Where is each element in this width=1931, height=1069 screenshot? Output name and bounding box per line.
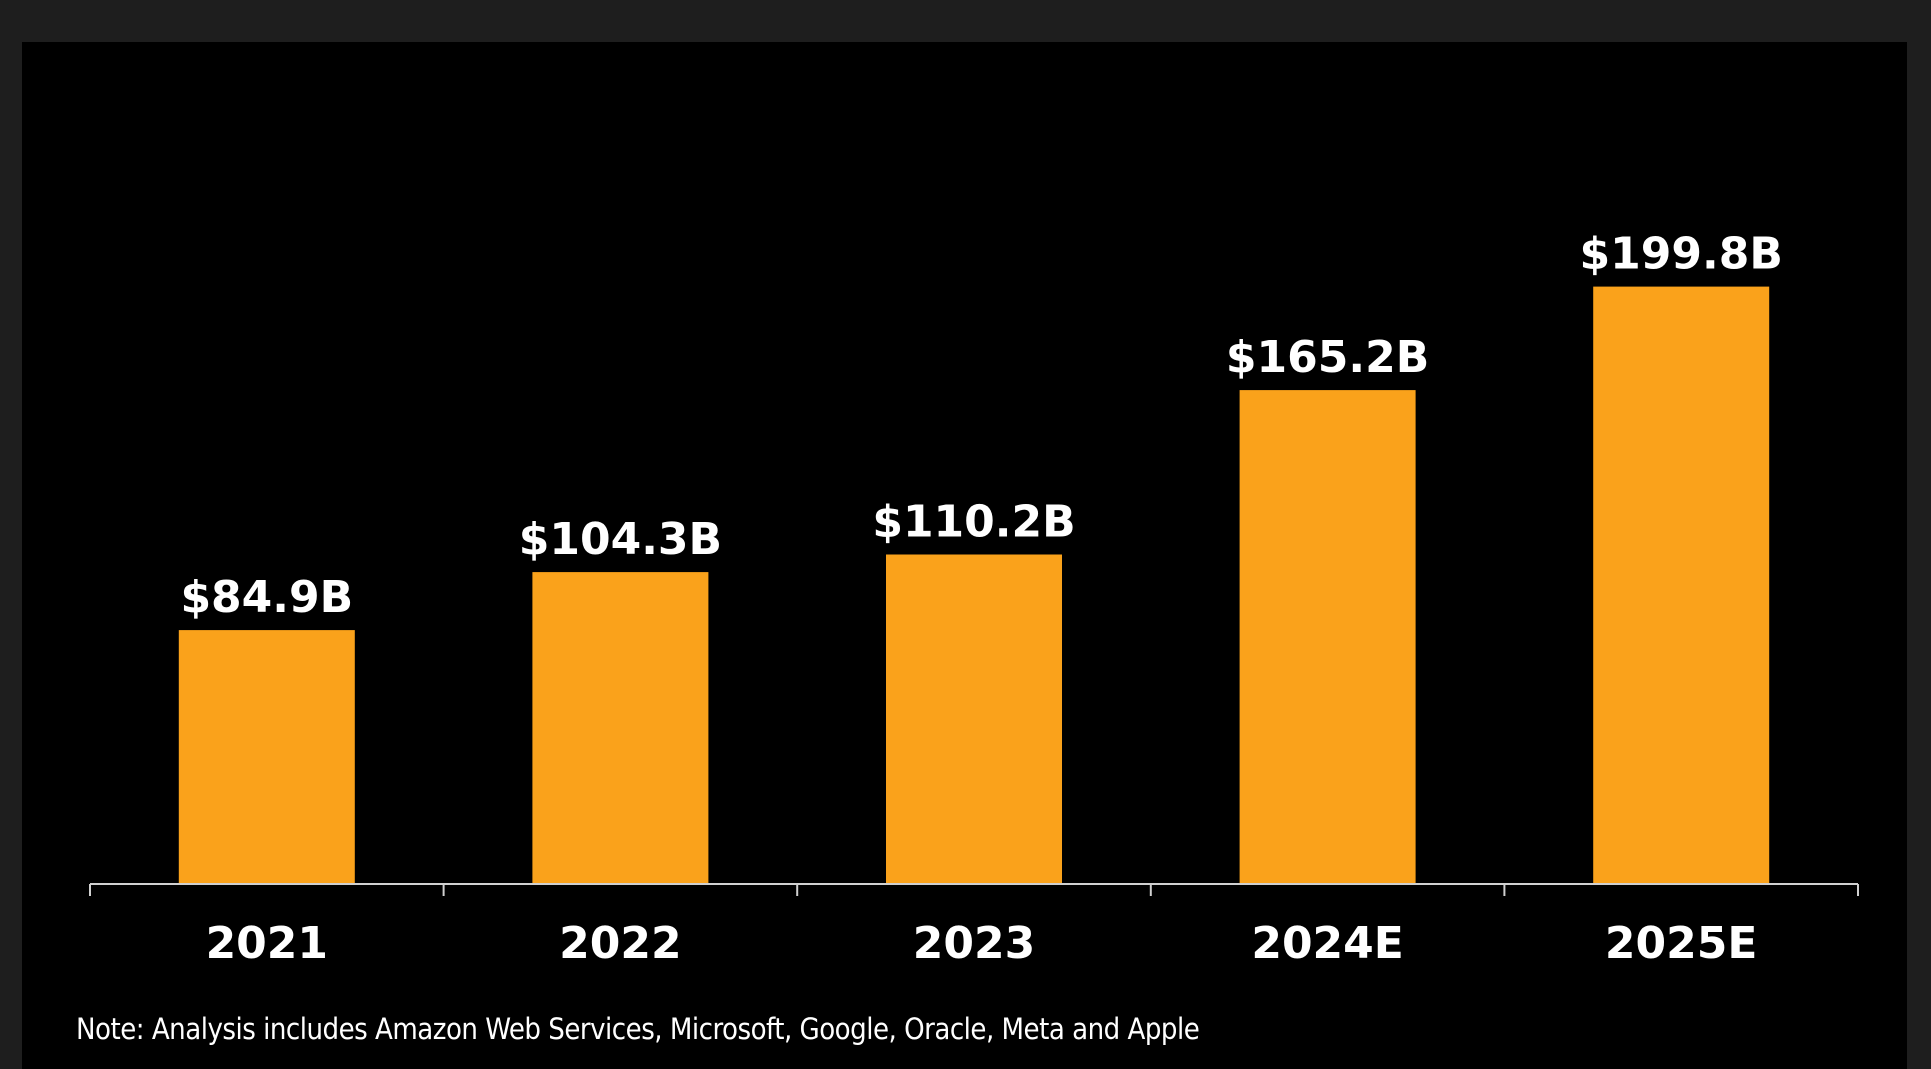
category-labels-group: 2021 2022 2023 2024E 2025E (206, 918, 1758, 969)
bar-2023 (886, 554, 1062, 884)
value-label-2025E: $199.8B (1580, 229, 1783, 280)
value-label-2023: $110.2B (872, 497, 1075, 548)
bar-2025E (1593, 286, 1770, 885)
category-label-2021: 2021 (206, 918, 328, 969)
category-label-2023: 2023 (913, 918, 1035, 969)
bar-2024E (1239, 390, 1416, 884)
value-labels-group: $84.9B $104.3B $110.2B $165.2B $199.8B (180, 229, 1782, 623)
bars-group (178, 286, 1770, 885)
value-label-2022: $104.3B (519, 514, 722, 565)
value-label-2021: $84.9B (180, 572, 353, 623)
footnote: Note: Analysis includes Amazon Web Servi… (76, 1012, 1200, 1046)
category-label-2024E: 2024E (1251, 918, 1404, 969)
category-label-2022: 2022 (559, 918, 681, 969)
bar-2021 (178, 630, 355, 884)
category-label-2025E: 2025E (1605, 918, 1758, 969)
x-axis (89, 883, 1859, 896)
bar-2022 (532, 572, 709, 884)
value-label-2024E: $165.2B (1226, 332, 1429, 383)
